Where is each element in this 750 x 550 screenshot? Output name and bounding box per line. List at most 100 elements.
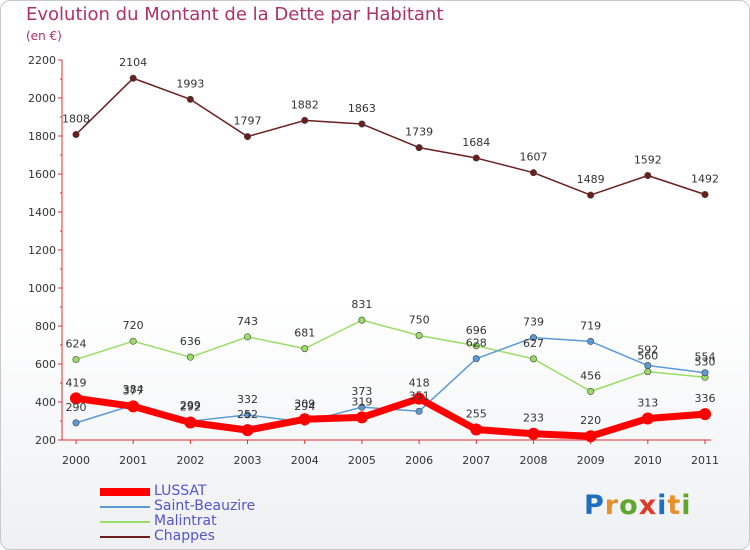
x-tick-label: 2005 xyxy=(348,454,376,467)
chart-title: Evolution du Montant de la Dette par Hab… xyxy=(26,4,444,25)
data-label-chappes: 1797 xyxy=(234,115,262,128)
data-label-malintrat: 831 xyxy=(351,298,372,311)
x-tick-label: 2008 xyxy=(519,454,547,467)
data-label-chappes: 1863 xyxy=(348,102,376,115)
data-point-malintrat xyxy=(186,353,194,361)
legend-label-saint-beauzire: Saint-Beauzire xyxy=(154,498,256,514)
x-tick-label: 2007 xyxy=(462,454,490,467)
x-tick-label: 2001 xyxy=(119,454,147,467)
y-tick-label: 1200 xyxy=(28,244,56,257)
x-tick-label: 2009 xyxy=(577,454,605,467)
data-point-chappes xyxy=(701,191,709,199)
data-point-saint-beauzire xyxy=(472,355,480,363)
x-tick-label: 2003 xyxy=(234,454,262,467)
data-point-saint-beauzire xyxy=(415,407,423,415)
logo-letter: x xyxy=(638,490,658,521)
data-label-saint-beauzire: 739 xyxy=(523,316,544,329)
legend-swatch-lussat xyxy=(100,487,150,496)
data-point-malintrat xyxy=(415,331,423,339)
data-label-chappes: 1489 xyxy=(577,173,605,186)
legend-item-malintrat: Malintrat xyxy=(100,514,255,529)
x-tick-label: 2002 xyxy=(176,454,204,467)
legend-item-saint-beauzire: Saint-Beauzire xyxy=(100,499,255,514)
data-point-malintrat xyxy=(358,316,366,324)
series-line-malintrat xyxy=(75,319,706,393)
y-tick-label: 600 xyxy=(35,358,56,371)
data-point-lussat xyxy=(470,423,483,436)
y-tick-label: 2200 xyxy=(28,54,56,67)
y-tick-label: 2000 xyxy=(28,92,56,105)
data-point-lussat xyxy=(70,392,82,405)
legend-swatch-chappes xyxy=(100,535,150,538)
data-point-malintrat xyxy=(244,333,252,341)
y-tick-label: 1400 xyxy=(28,206,56,219)
data-label-chappes: 1993 xyxy=(176,77,204,90)
logo-letter: o xyxy=(619,490,639,521)
data-label-lussat: 309 xyxy=(294,397,315,410)
data-point-malintrat xyxy=(644,368,652,376)
data-label-lussat: 255 xyxy=(466,408,487,421)
y-tick-label: 1800 xyxy=(28,130,56,143)
legend-swatch-saint-beauzire xyxy=(100,505,150,508)
data-label-saint-beauzire: 628 xyxy=(466,337,487,350)
data-label-chappes: 1607 xyxy=(519,151,547,164)
data-label-chappes: 1808 xyxy=(62,112,90,125)
series-line-lussat xyxy=(72,394,709,440)
y-tick-label: 400 xyxy=(35,396,56,409)
data-point-chappes xyxy=(415,144,423,152)
data-label-saint-beauzire: 719 xyxy=(580,319,601,332)
data-point-chappes xyxy=(529,169,537,177)
data-label-lussat: 292 xyxy=(180,401,201,414)
y-tick-label: 800 xyxy=(35,320,56,333)
data-point-chappes xyxy=(301,116,309,124)
y-tick-label: 200 xyxy=(35,434,56,447)
data-label-chappes: 1492 xyxy=(691,173,719,186)
x-tick-label: 2011 xyxy=(691,454,719,467)
data-label-malintrat: 681 xyxy=(294,327,315,340)
y-tick-label: 1000 xyxy=(28,282,56,295)
y-tick-label: 1600 xyxy=(28,168,56,181)
data-point-malintrat xyxy=(472,342,480,350)
legend-label-chappes: Chappes xyxy=(154,528,215,544)
chart-axes: 200 400 600 800 1000 1200 1400 1600 1800 2000 2200… xyxy=(28,54,719,467)
data-point-chappes xyxy=(244,133,252,141)
data-label-lussat: 313 xyxy=(637,397,658,410)
data-point-chappes xyxy=(644,172,652,180)
legend-item-lussat: LUSSAT xyxy=(100,484,255,499)
chart-data-labels: 1808 2104 1993 1797 1882 1863 1739 1684 1607 1489… xyxy=(62,56,719,427)
data-point-chappes xyxy=(186,95,194,103)
logo-letter: P xyxy=(584,490,605,521)
data-label-saint-beauzire: 554 xyxy=(695,351,716,364)
data-label-lussat: 220 xyxy=(580,414,601,427)
data-label-lussat: 336 xyxy=(695,392,716,405)
data-point-saint-beauzire xyxy=(244,411,252,419)
data-label-lussat: 418 xyxy=(409,377,430,390)
chart-legend: LUSSAT Saint-Beauzire Malintrat Chappes xyxy=(100,484,255,544)
data-label-lussat: 377 xyxy=(123,384,144,397)
chart-series xyxy=(70,74,711,443)
data-label-saint-beauzire: 592 xyxy=(637,344,658,357)
data-point-malintrat xyxy=(129,337,137,345)
data-point-chappes xyxy=(72,130,80,138)
data-point-malintrat xyxy=(529,355,537,363)
logo-letter: r xyxy=(604,490,620,521)
legend-label-malintrat: Malintrat xyxy=(154,513,217,529)
data-label-malintrat: 627 xyxy=(523,337,544,350)
logo-letter: i xyxy=(681,490,692,521)
x-tick-label: 2004 xyxy=(291,454,319,467)
data-point-lussat xyxy=(641,412,654,425)
data-label-chappes: 2104 xyxy=(119,56,147,69)
legend-swatch-malintrat xyxy=(100,520,150,523)
data-point-saint-beauzire xyxy=(72,419,80,427)
data-label-lussat: 319 xyxy=(351,395,372,408)
data-label-malintrat: 530 xyxy=(695,355,716,368)
data-point-lussat xyxy=(184,416,197,429)
data-point-chappes xyxy=(129,74,137,82)
data-label-malintrat: 560 xyxy=(637,350,658,363)
data-label-malintrat: 750 xyxy=(409,314,430,327)
data-label-lussat: 233 xyxy=(523,412,544,425)
data-point-lussat xyxy=(584,430,597,443)
data-point-chappes xyxy=(587,191,595,199)
